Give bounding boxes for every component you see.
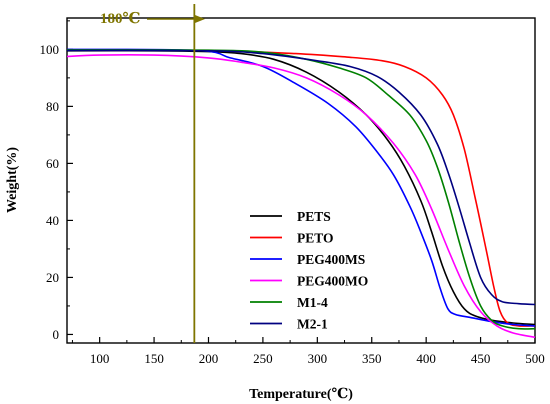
x-axis-ticks: 100 150 200 250 300 350 400 450 500 (71, 337, 545, 366)
x-tick-label: 450 (471, 351, 491, 366)
legend-label-peg400mo: PEG400MO (297, 274, 368, 289)
x-axis-title: Temperature(℃) (249, 387, 353, 402)
series-line-pets (66, 49, 536, 326)
x-tick-label: 150 (144, 351, 164, 366)
plot-frame (66, 17, 536, 344)
x-tick-label: 350 (362, 351, 382, 366)
series-line-m2-1 (66, 49, 536, 306)
y-axis-ticks: 0 20 40 60 80 100 (40, 20, 73, 342)
y-tick-label: 0 (53, 327, 60, 342)
y-tick-label: 100 (40, 42, 60, 57)
y-tick-label: 40 (46, 213, 59, 228)
legend-label-pets: PETS (297, 209, 331, 224)
y-tick-label: 80 (46, 99, 59, 114)
x-tick-label: 300 (308, 351, 328, 366)
y-tick-label: 20 (46, 270, 59, 285)
annotation-label: 180℃ (100, 11, 141, 27)
series-line-peg400mo (66, 54, 536, 339)
series-line-peto (66, 49, 536, 327)
legend-label-m1-4: M1-4 (297, 295, 328, 310)
annotation-layer: 180℃ (100, 4, 205, 343)
legend-label-peg400ms: PEG400MS (297, 252, 365, 267)
y-tick-label: 60 (46, 156, 59, 171)
y-axis-title: Weight(%) (5, 147, 20, 213)
series-layer (66, 48, 536, 339)
annotation-arrowhead (195, 15, 205, 23)
legend-label-m2-1: M2-1 (297, 317, 328, 332)
x-tick-label: 500 (525, 351, 545, 366)
legend: PETS PETO PEG400MS PEG400MO M1-4 M2-1 (250, 209, 368, 332)
legend-label-peto: PETO (297, 231, 334, 246)
x-tick-label: 250 (253, 351, 273, 366)
x-tick-label: 100 (90, 351, 110, 366)
x-tick-label: 400 (416, 351, 436, 366)
series-line-m1-4 (66, 49, 536, 330)
x-tick-label: 200 (199, 351, 219, 366)
